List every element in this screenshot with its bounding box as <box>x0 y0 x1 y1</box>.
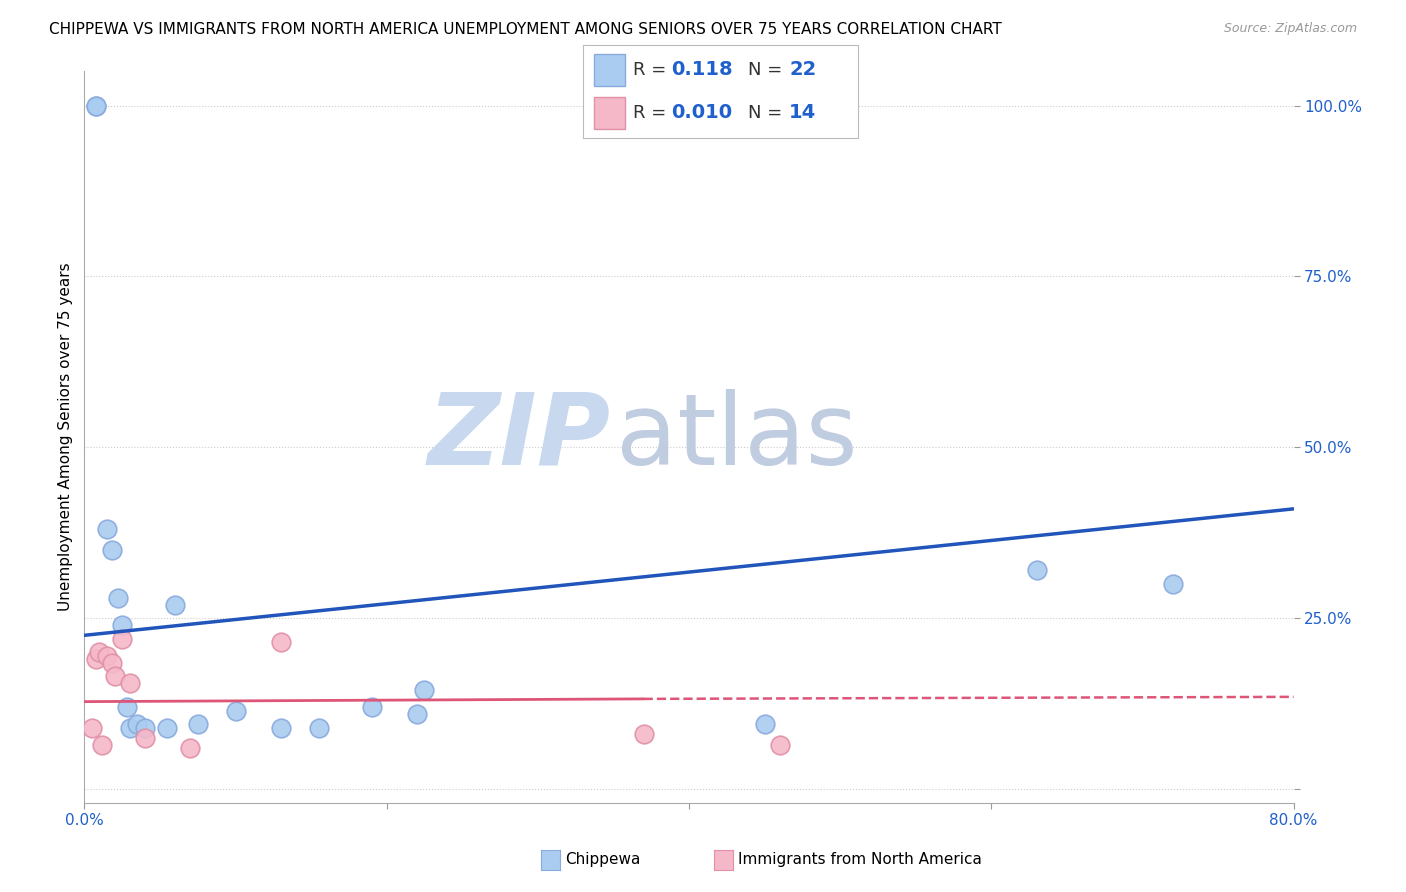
Point <box>100 542 122 557</box>
Point <box>100 656 122 670</box>
Point <box>769 738 792 752</box>
Point <box>1161 577 1184 591</box>
Text: Immigrants from North America: Immigrants from North America <box>738 853 981 867</box>
Point <box>80 721 103 735</box>
Point <box>96 522 118 536</box>
Text: 0.118: 0.118 <box>671 61 733 79</box>
Point <box>89 645 111 659</box>
Point <box>127 717 149 731</box>
Point <box>104 669 127 683</box>
Point <box>96 648 118 663</box>
Text: 14: 14 <box>789 103 817 122</box>
Point <box>633 727 655 741</box>
Text: N =: N = <box>748 61 787 78</box>
Text: atlas: atlas <box>616 389 858 485</box>
Point <box>413 683 436 698</box>
Point <box>179 741 201 756</box>
Point <box>91 738 114 752</box>
Point <box>118 676 141 690</box>
Point <box>86 98 108 112</box>
FancyBboxPatch shape <box>595 97 624 129</box>
Point <box>406 706 429 721</box>
Text: ZIP: ZIP <box>427 389 610 485</box>
Text: Chippewa: Chippewa <box>565 853 641 867</box>
Point <box>115 700 138 714</box>
Point <box>156 721 179 735</box>
Point <box>111 618 134 632</box>
Point <box>225 704 247 718</box>
Point <box>308 721 330 735</box>
Y-axis label: Unemployment Among Seniors over 75 years: Unemployment Among Seniors over 75 years <box>58 263 73 611</box>
Text: CHIPPEWA VS IMMIGRANTS FROM NORTH AMERICA UNEMPLOYMENT AMONG SENIORS OVER 75 YEA: CHIPPEWA VS IMMIGRANTS FROM NORTH AMERIC… <box>49 22 1002 37</box>
Point <box>86 98 108 112</box>
Point <box>111 632 134 646</box>
Point <box>86 652 108 666</box>
Point <box>118 721 141 735</box>
FancyBboxPatch shape <box>595 54 624 86</box>
Point <box>163 598 186 612</box>
Text: R =: R = <box>633 104 672 122</box>
Text: 0.010: 0.010 <box>671 103 733 122</box>
Point <box>754 717 776 731</box>
Point <box>134 721 156 735</box>
Text: 22: 22 <box>789 61 817 79</box>
Text: R =: R = <box>633 61 672 78</box>
Point <box>270 635 292 649</box>
Point <box>360 700 382 714</box>
Point <box>107 591 129 605</box>
Point <box>1025 563 1047 577</box>
Point <box>134 731 156 745</box>
Point <box>187 717 209 731</box>
Text: N =: N = <box>748 104 787 122</box>
Text: Source: ZipAtlas.com: Source: ZipAtlas.com <box>1223 22 1357 36</box>
Point <box>270 721 292 735</box>
